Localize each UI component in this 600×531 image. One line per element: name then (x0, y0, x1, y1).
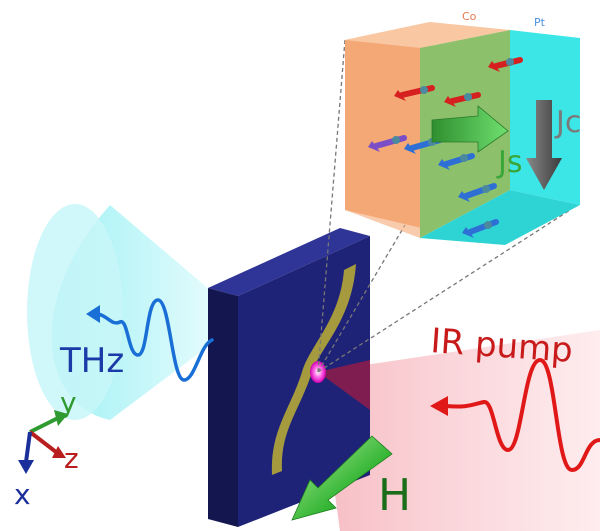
spin-blue-4 (462, 219, 499, 238)
h-field-arrow (291, 435, 393, 521)
bilayer-inset (345, 22, 580, 245)
jc-label: Jc (554, 105, 581, 140)
co-label: Co (462, 10, 477, 23)
axis-z-label: z (64, 442, 79, 475)
spin-blue-2 (438, 153, 475, 170)
jc-arrow (526, 100, 562, 190)
js-label: Js (496, 145, 522, 180)
thz-wave (86, 298, 214, 382)
ir-spot-shade (318, 360, 370, 410)
ir-pump-label: IR pump (429, 321, 574, 371)
h-label: H (378, 470, 411, 521)
js-arrow (431, 105, 509, 153)
thz-beam (27, 204, 210, 420)
coordinate-axes (18, 410, 68, 474)
spin-red-3 (488, 57, 523, 72)
zoom-lines (317, 39, 571, 373)
axis-y-label: y (60, 386, 77, 419)
spin-red-2 (444, 92, 481, 107)
ir-wave (430, 357, 600, 473)
spin-red-1 (394, 85, 435, 101)
axis-x-label: x (14, 478, 31, 511)
thz-label: THz (59, 341, 124, 381)
spin-blue-3 (458, 183, 497, 202)
sample-block (208, 228, 370, 527)
pt-label: Pt (534, 16, 546, 29)
spin-purple (368, 135, 407, 152)
